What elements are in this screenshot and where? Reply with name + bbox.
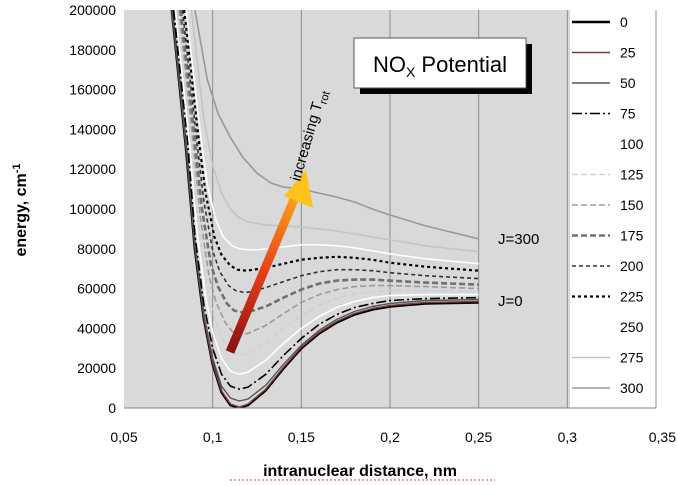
legend-label-j175: 175 (620, 228, 644, 244)
legend-label-j200: 200 (620, 258, 644, 274)
x-tick-labels: 0,05 0,1 0,15 0,2 0,25 0,3 0,35 (110, 429, 676, 445)
y-tick-label-0: 0 (108, 400, 116, 416)
y-tick-label-8: 160000 (69, 82, 116, 98)
y-tick-label-3: 60000 (77, 281, 116, 297)
chart-title-main: NO (373, 52, 406, 77)
legend-label-j275: 275 (620, 350, 644, 366)
y-tick-label-7: 140000 (69, 121, 116, 137)
x-tick-label-3: 0,2 (380, 429, 400, 445)
legend-label-j75: 75 (620, 106, 636, 122)
y-axis-label-sup: -1 (11, 163, 23, 173)
legend-label-j50: 50 (620, 75, 636, 91)
series-line-j50 (171, 10, 479, 402)
series-line-j75 (172, 10, 479, 390)
x-tick-label-2: 0,15 (288, 429, 315, 445)
increasing-trot-arrow (225, 170, 313, 354)
legend-label-j300: 300 (620, 380, 644, 396)
x-tick-label-5: 0,3 (558, 429, 578, 445)
y-tick-label-6: 120000 (69, 161, 116, 177)
y-tick-label-5: 100000 (69, 201, 116, 217)
y-tick-label-4: 80000 (77, 241, 116, 257)
title-box: NOX Potential (353, 37, 532, 94)
legend-label-j25: 25 (620, 45, 636, 61)
legend-label-j150: 150 (620, 197, 644, 213)
series-line-j100 (174, 10, 479, 375)
y-tick-label-10: 200000 (69, 2, 116, 18)
legend-label-j100: 100 (620, 136, 644, 152)
legend-label-j0: 0 (620, 14, 628, 30)
series-line-j175 (179, 10, 479, 314)
series-line-j125 (176, 10, 479, 357)
chart-title-suffix: Potential (415, 52, 507, 77)
y-axis-label-main: energy, cm (13, 173, 30, 256)
arrow-label-sub: rot (318, 90, 333, 106)
series-line-j225 (183, 10, 479, 272)
x-tick-label-4: 0,25 (465, 429, 492, 445)
series-layer (170, 10, 479, 408)
y-tick-label-2: 40000 (77, 320, 116, 336)
x-axis-label: intranuclear distance, nm (263, 463, 457, 480)
legend-label-j225: 225 (620, 289, 644, 305)
y-tick-labels: 0 20000 40000 60000 80000 100000 120000 140000 1… (69, 2, 116, 416)
x-tick-label-0: 0,05 (110, 429, 137, 445)
y-tick-label-9: 180000 (69, 42, 116, 58)
series-line-j150 (178, 10, 479, 336)
label-j300: J=300 (498, 231, 539, 248)
x-tick-label-1: 0,1 (203, 429, 223, 445)
legend-label-j250: 250 (620, 319, 644, 335)
chart-title: NOX Potential (373, 52, 507, 80)
series-line-j200 (181, 10, 479, 294)
legend-label-j125: 125 (620, 167, 644, 183)
label-j0: J=0 (498, 293, 523, 310)
y-tick-label-1: 20000 (77, 360, 116, 376)
legend: 0 25 50 75 100 125 150 175 200 225 250 275 300 (572, 14, 644, 396)
x-tick-label-6: 0,35 (649, 429, 676, 445)
series-line-j250 (185, 10, 479, 265)
y-axis-label: energy, cm-1 (11, 163, 30, 256)
chart-title-subscript: X (406, 64, 416, 80)
